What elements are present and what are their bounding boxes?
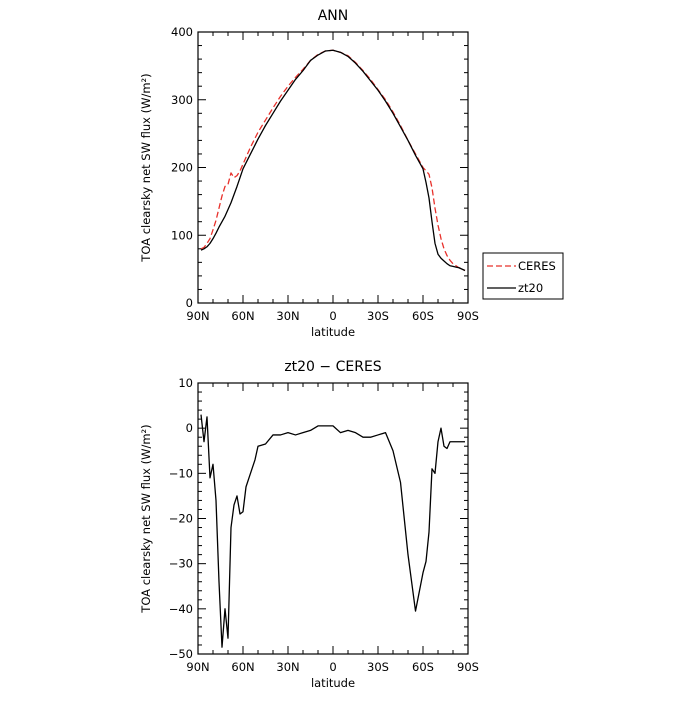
legend-label-ceres: CERES <box>518 259 556 273</box>
plot-frame <box>197 382 469 655</box>
x-tick-label: 30N <box>276 309 299 323</box>
y-tick-label: −20 <box>169 512 193 526</box>
x-tick-label: 90S <box>457 660 479 674</box>
y-tick-label: 0 <box>186 296 193 310</box>
y-tick-label: 200 <box>171 161 193 175</box>
x-tick-label: 60N <box>231 309 254 323</box>
panel-title: ANN <box>318 8 349 24</box>
legend-label-zt20: zt20 <box>518 281 543 295</box>
y-tick-label: 0 <box>186 421 193 435</box>
y-tick-label: −40 <box>169 602 193 616</box>
x-tick-label: 0 <box>329 309 336 323</box>
y-tick-label: 300 <box>171 93 193 107</box>
y-tick-label: −30 <box>169 557 193 571</box>
x-tick-label: 60S <box>412 309 434 323</box>
panel-1: ANN 90N 60N 30N 0 30S 60S 90S 0 100 200 300 400 latit… <box>139 8 564 339</box>
y-axis-label: TOA clearsky net SW flux (W/m²) <box>139 424 153 613</box>
series-line-difference <box>200 414 465 648</box>
y-tick-label: 400 <box>171 25 193 39</box>
legend-box <box>482 252 564 300</box>
y-tick-label: −10 <box>169 466 193 480</box>
x-tick-label: 30S <box>367 309 389 323</box>
panel-2: zt20 − CERES 90N 60N 30N 0 30S 60S 90S −50 −40 −30… <box>139 359 479 690</box>
x-tick-label: 0 <box>329 660 336 674</box>
x-tick-label: 90S <box>457 309 479 323</box>
x-tick-label: 60S <box>412 660 434 674</box>
x-tick-label: 60N <box>231 660 254 674</box>
legend: CERES zt20 <box>482 252 564 300</box>
x-tick-label: 90N <box>186 660 209 674</box>
x-axis-label: latitude <box>311 325 355 339</box>
series-line-zt20 <box>200 49 466 272</box>
x-tick-label: 30S <box>367 660 389 674</box>
y-tick-label: 10 <box>178 376 193 390</box>
y-tick-label: −50 <box>169 647 193 661</box>
plot-frame <box>197 31 469 304</box>
y-tick-label: 100 <box>171 228 193 242</box>
x-axis-label: latitude <box>311 676 355 690</box>
series-line-ceres <box>200 49 466 272</box>
x-tick-label: 30N <box>276 660 299 674</box>
y-axis-label: TOA clearsky net SW flux (W/m²) <box>139 73 153 262</box>
x-tick-label: 90N <box>186 309 209 323</box>
panel-title: zt20 − CERES <box>284 359 381 375</box>
